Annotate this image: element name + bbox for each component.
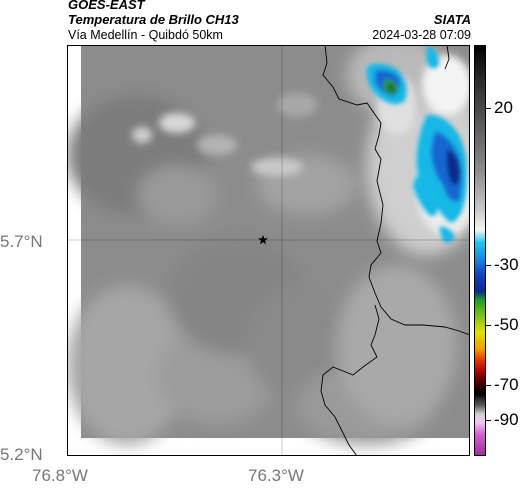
- satellite-title: GOES-EAST: [68, 0, 145, 12]
- colorbar-tick: [486, 265, 491, 266]
- region-subtitle: Vía Medellín - Quibdó 50km: [68, 28, 223, 42]
- colorbar-label-m90: -90: [494, 410, 519, 429]
- gridlines: [67, 45, 470, 456]
- organization-label: SIATA: [433, 12, 471, 27]
- product-title: Temperatura de Brillo CH13: [68, 12, 239, 27]
- lat-label-5-7: 5.7°N: [0, 232, 43, 251]
- colorbar-tick: [486, 325, 491, 326]
- timestamp-label: 2024-03-28 07:09: [372, 28, 471, 42]
- colorbar-label-m70: -70: [494, 375, 519, 394]
- brightness-field: [67, 45, 470, 445]
- colorbar-tick: [486, 108, 491, 109]
- colorbar-label-m30: -30: [494, 255, 519, 274]
- satellite-map: [67, 45, 470, 456]
- cold-cloud-tops: [366, 45, 468, 243]
- colorbar-tick: [486, 385, 491, 386]
- colorbar-label-20: 20: [494, 98, 513, 117]
- lon-label-76-8: 76.8°W: [32, 466, 88, 485]
- colorbar-tick: [486, 420, 491, 421]
- colorbar: [474, 45, 486, 456]
- star-icon: [258, 235, 268, 245]
- lon-label-76-3: 76.3°W: [248, 466, 304, 485]
- colorbar-label-m50: -50: [494, 315, 519, 334]
- border-lines: [320, 45, 470, 456]
- lat-label-5-2: 5.2°N: [0, 445, 43, 464]
